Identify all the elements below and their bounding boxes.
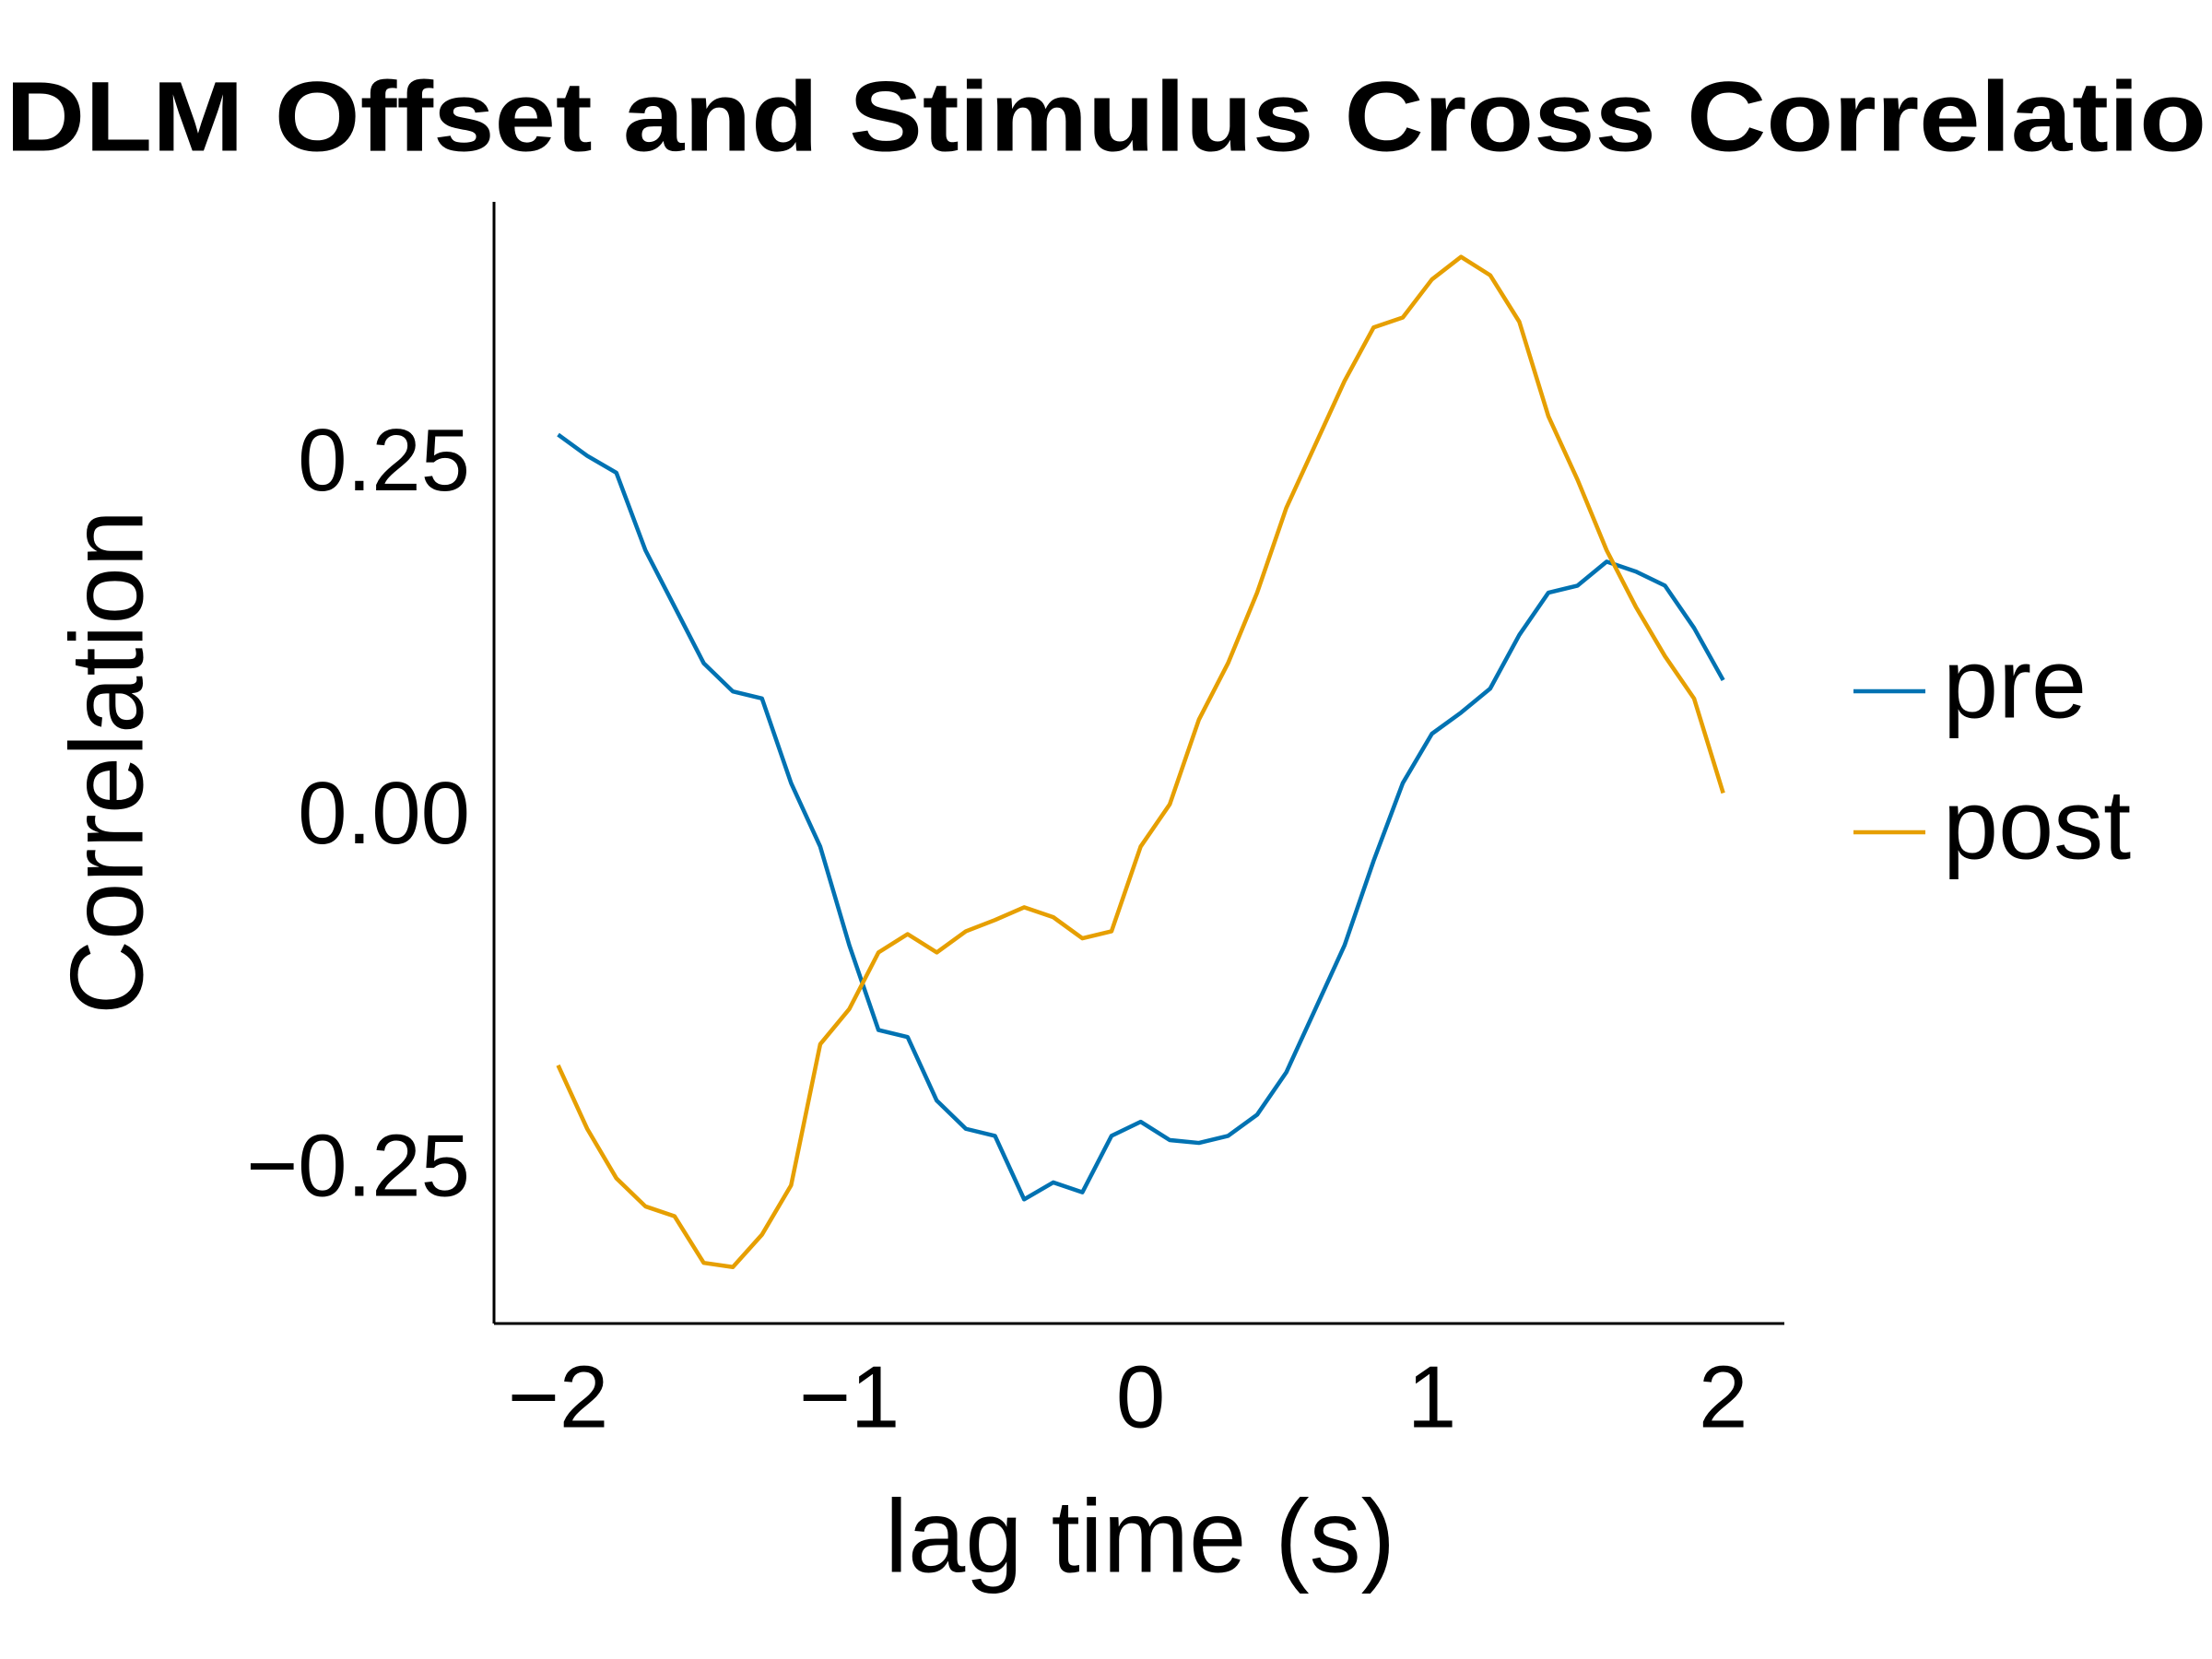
data-line (557, 432, 1725, 1202)
x-tick-label: 2 (1699, 1347, 1747, 1446)
x-tick-label: −1 (799, 1347, 900, 1446)
x-tick-label: −2 (508, 1347, 608, 1446)
y-tick-label: −0.25 (246, 1117, 470, 1216)
chart-title: DLM Offset and Stimulus Cross Correlatio (6, 61, 2206, 172)
y-tick-label: 0.00 (298, 764, 470, 863)
data-line (556, 254, 1725, 1270)
x-tick-label: 0 (1116, 1347, 1165, 1446)
x-tick-label: 1 (1407, 1347, 1456, 1446)
legend-label: pre (1943, 628, 2087, 739)
legend-label: post (1943, 769, 2131, 880)
y-axis-label: Correlation (50, 510, 165, 1015)
x-axis-label: lag time (s) (885, 1479, 1395, 1594)
y-tick-label: 0.25 (298, 411, 470, 510)
